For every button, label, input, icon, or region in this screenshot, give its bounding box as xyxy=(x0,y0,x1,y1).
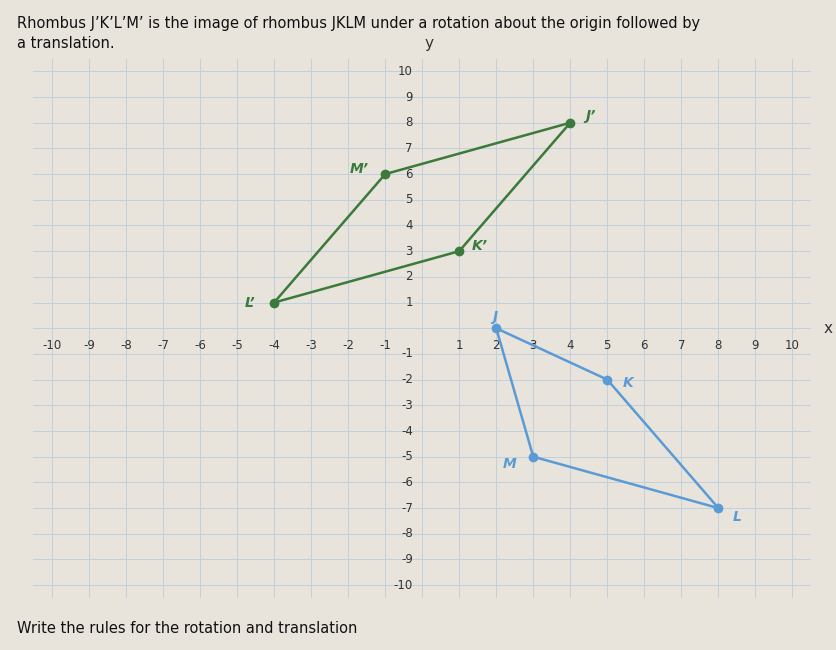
Text: -5: -5 xyxy=(232,339,243,352)
Text: 1: 1 xyxy=(456,339,463,352)
Text: J’: J’ xyxy=(585,109,596,124)
Text: 3: 3 xyxy=(405,244,413,257)
Text: -9: -9 xyxy=(83,339,95,352)
Text: 8: 8 xyxy=(715,339,722,352)
Text: K’: K’ xyxy=(472,239,487,253)
Text: x: x xyxy=(823,320,833,336)
Text: Rhombus J’K’L’M’ is the image of rhombus JKLM under a rotation about the origin : Rhombus J’K’L’M’ is the image of rhombus… xyxy=(17,16,700,31)
Text: 6: 6 xyxy=(640,339,648,352)
Text: 2: 2 xyxy=(405,270,413,283)
Text: L: L xyxy=(732,510,742,524)
Text: K: K xyxy=(622,376,633,391)
Text: -7: -7 xyxy=(157,339,169,352)
Text: 4: 4 xyxy=(405,219,413,232)
Text: 1: 1 xyxy=(405,296,413,309)
Text: -1: -1 xyxy=(380,339,391,352)
Text: 9: 9 xyxy=(752,339,759,352)
Text: 10: 10 xyxy=(398,65,413,78)
Text: M: M xyxy=(502,458,516,471)
Text: -10: -10 xyxy=(394,578,413,592)
Text: -6: -6 xyxy=(194,339,206,352)
Text: y: y xyxy=(425,36,433,51)
Text: 5: 5 xyxy=(405,193,413,206)
Text: 6: 6 xyxy=(405,168,413,181)
Text: -1: -1 xyxy=(401,348,413,361)
Text: a translation.: a translation. xyxy=(17,36,115,51)
Text: J: J xyxy=(492,309,497,324)
Text: -4: -4 xyxy=(401,424,413,437)
Text: -4: -4 xyxy=(268,339,280,352)
Text: M’: M’ xyxy=(349,162,369,176)
Text: -8: -8 xyxy=(120,339,132,352)
Text: L’: L’ xyxy=(245,296,255,309)
Text: 3: 3 xyxy=(529,339,537,352)
Text: -3: -3 xyxy=(401,399,413,412)
Text: -6: -6 xyxy=(401,476,413,489)
Text: -2: -2 xyxy=(342,339,354,352)
Text: -10: -10 xyxy=(43,339,62,352)
Text: 2: 2 xyxy=(492,339,500,352)
Text: Write the rules for the rotation and translation: Write the rules for the rotation and tra… xyxy=(17,621,357,636)
Text: 10: 10 xyxy=(785,339,800,352)
Text: 4: 4 xyxy=(567,339,574,352)
Text: -8: -8 xyxy=(401,527,413,540)
Text: 8: 8 xyxy=(405,116,413,129)
Text: -2: -2 xyxy=(401,373,413,386)
Text: 5: 5 xyxy=(604,339,611,352)
Text: -5: -5 xyxy=(401,450,413,463)
Text: 7: 7 xyxy=(405,142,413,155)
Text: -7: -7 xyxy=(401,502,413,515)
Text: 7: 7 xyxy=(678,339,685,352)
Text: -3: -3 xyxy=(305,339,317,352)
Text: 9: 9 xyxy=(405,90,413,103)
Text: -9: -9 xyxy=(401,553,413,566)
